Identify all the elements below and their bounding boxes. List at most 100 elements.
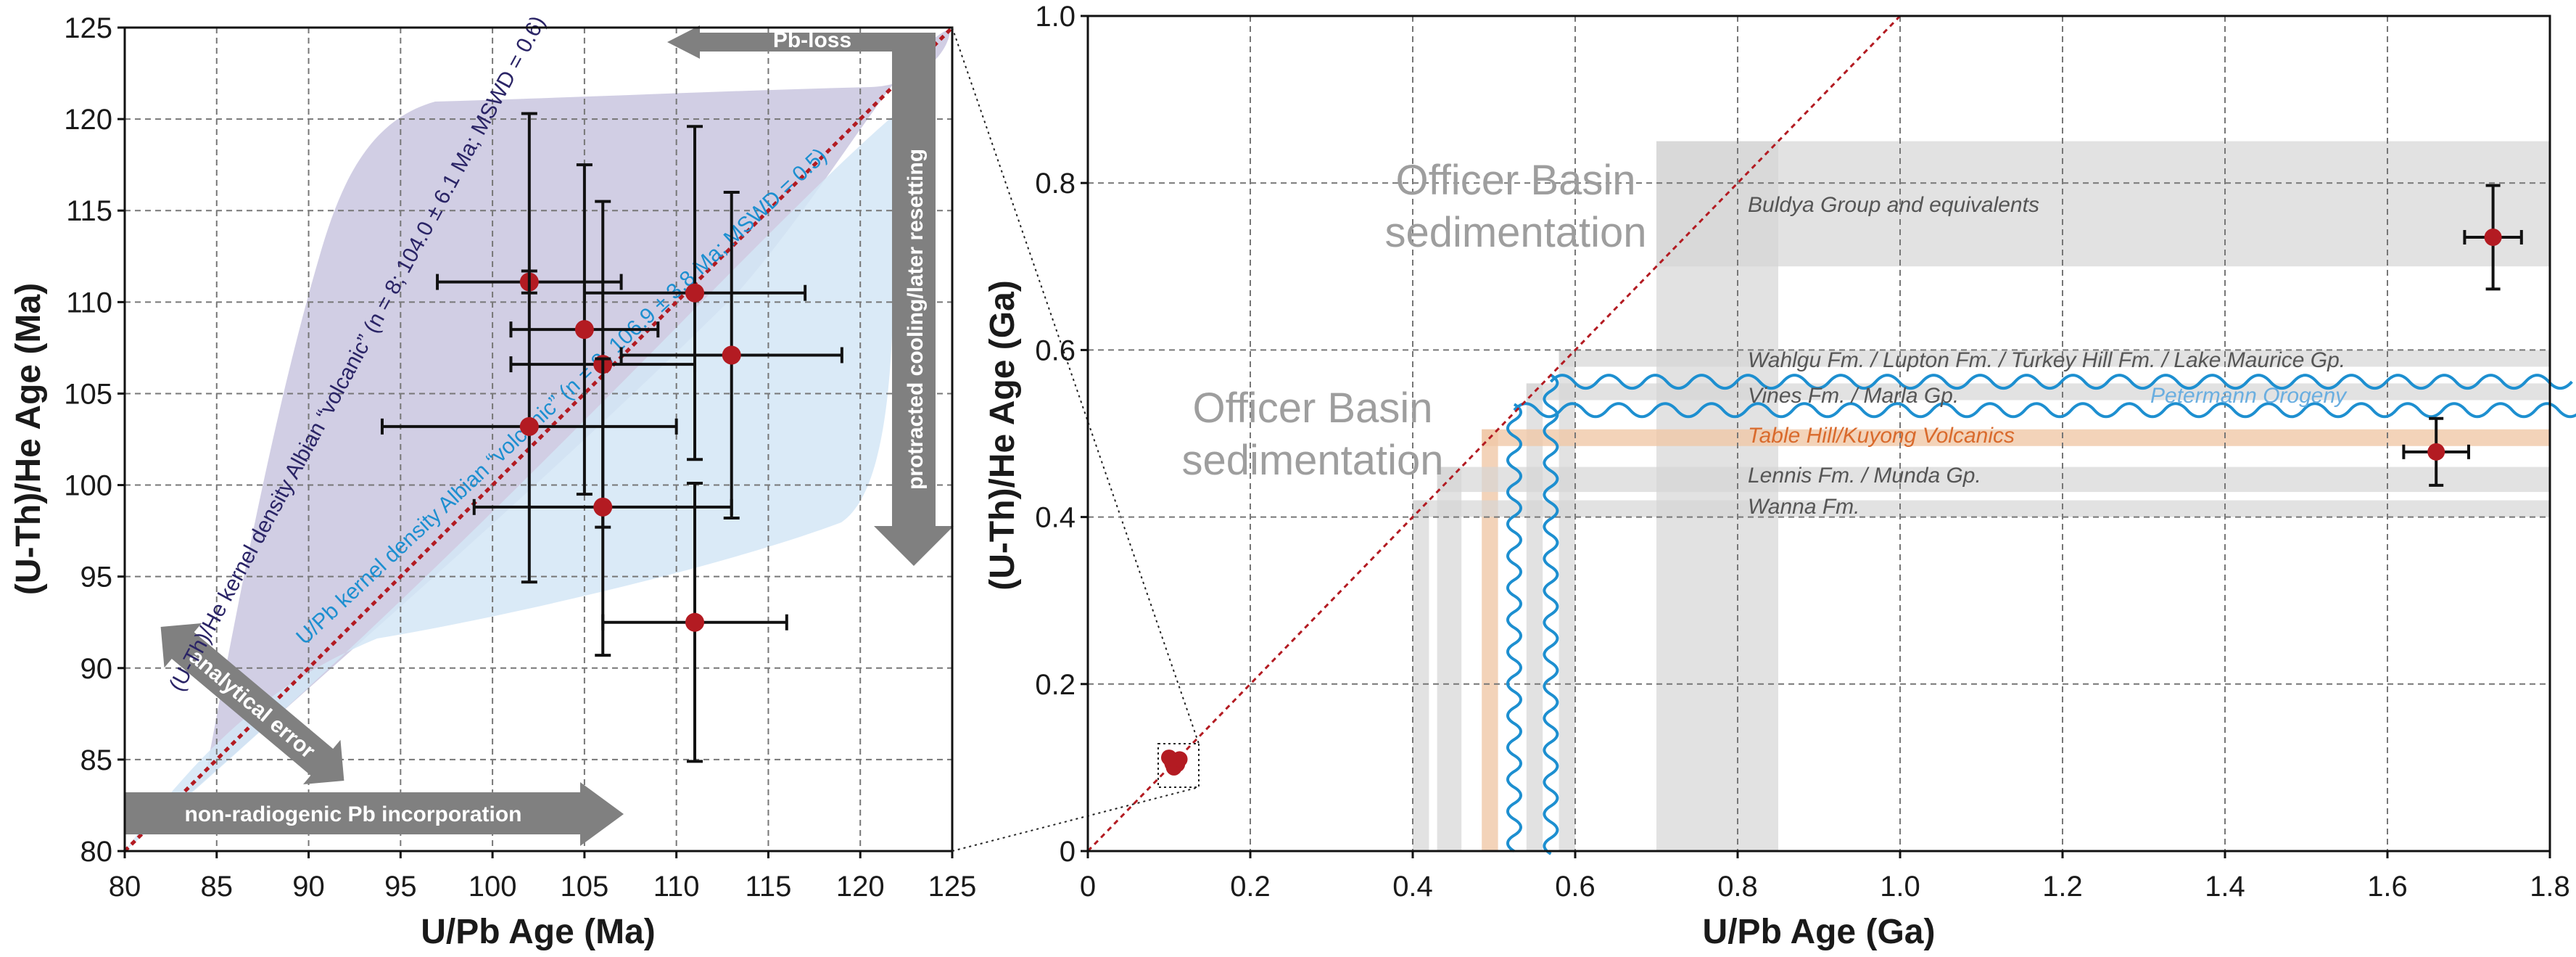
- left-x-tick-label: 110: [653, 871, 700, 903]
- pb-loss-label: Pb-loss: [773, 28, 851, 52]
- left-y-tick-label: 85: [80, 744, 113, 776]
- left-x-tick-label: 115: [746, 871, 792, 903]
- left-y-tick-label: 105: [64, 378, 112, 410]
- unit-band-horizontal: [1437, 467, 2550, 493]
- left-x-axis-label: U/Pb Age (Ma): [421, 913, 656, 951]
- data-point: [574, 320, 594, 340]
- band-gap: [1778, 266, 2550, 350]
- left-x-tick-label: 100: [468, 871, 517, 903]
- data-point: [722, 345, 741, 365]
- left-y-tick-label: 90: [80, 653, 113, 685]
- sedimentation-label-lower: Officer Basin sedimentation: [1181, 385, 1443, 484]
- left-y-tick-label: 100: [64, 470, 112, 502]
- left-x-tick-label: 80: [109, 871, 141, 903]
- right-chart: Officer Basin sedimentation Officer Basi…: [983, 1, 2576, 951]
- left-y-tick-label: 110: [66, 287, 112, 319]
- pb-loss-arrow: Pb-loss: [667, 25, 936, 86]
- orogeny-wave-horizontal: [1549, 374, 2573, 390]
- orogeny-wave-horizontal: [1513, 402, 2576, 419]
- right-y-tick-label: 1.0: [1035, 1, 1076, 33]
- right-x-tick-label: 0.2: [1230, 871, 1271, 903]
- left-y-axis-label: (U-Th)/He Age (Ma): [9, 283, 48, 595]
- unit-label-lennis: Lennis Fm. / Munda Gp.: [1748, 464, 1981, 488]
- unit-band-horizontal: [1559, 350, 2550, 367]
- unit-band-vertical: [1559, 350, 1575, 851]
- left-x-tick-label: 90: [292, 871, 325, 903]
- unit-band-horizontal: [1526, 383, 2550, 401]
- data-point: [2427, 443, 2445, 461]
- nonradiogenic-arrow: non-radiogenic Pb incorporation: [125, 782, 624, 846]
- unit-label-buldya: Buldya Group and equivalents: [1748, 193, 2039, 217]
- right-x-tick-label: 1.4: [2205, 871, 2245, 903]
- data-point: [593, 497, 613, 517]
- unit-bands: [1413, 141, 2550, 851]
- left-axes-frame: [123, 26, 954, 853]
- sedimentation-label-upper: Officer Basin sedimentation: [1384, 157, 1646, 256]
- right-x-tick-label: 0.8: [1717, 871, 1758, 903]
- svg-text:Officer Basin: Officer Basin: [1396, 157, 1636, 204]
- unit-band-horizontal: [1413, 500, 2550, 517]
- left-x-tick-label: 105: [561, 871, 609, 903]
- data-point: [519, 416, 539, 436]
- left-x-tick-label: 125: [928, 871, 977, 903]
- right-grid: [1088, 16, 2550, 851]
- left-y-tick-label: 115: [66, 195, 112, 227]
- left-y-tick-label: 80: [80, 836, 113, 868]
- right-x-tick-label: 1.8: [2530, 871, 2570, 903]
- left-chart: Pb-loss protracted cooling/later resetti…: [9, 12, 976, 951]
- svg-text:Officer Basin: Officer Basin: [1193, 385, 1433, 432]
- zoom-box: [1157, 743, 1200, 788]
- right-x-axis-label: U/Pb Age (Ga): [1703, 913, 1936, 951]
- right-x-tick-label: 1.2: [2042, 871, 2083, 903]
- zoom-connector-top: [951, 27, 1200, 744]
- cluster-point: [1161, 749, 1177, 766]
- right-y-axis-label: (U-Th)/He Age (Ga): [983, 280, 1022, 591]
- nonradiogenic-label: non-radiogenic Pb incorporation: [185, 802, 522, 826]
- right-x-tick-label: 1.0: [1880, 871, 1920, 903]
- left-y-tick-label: 120: [64, 104, 112, 136]
- left-tick-labels: 80 85 90 95 100 105 110 115 120 125 80 85 90 95 100 105…: [64, 12, 976, 903]
- svg-text:sedimentation: sedimentation: [1384, 209, 1646, 256]
- left-x-tick-label: 95: [384, 871, 417, 903]
- right-tick-labels: 0 0.2 0.4 0.6 0.8 1.0 1.2 1.4 1.6 1.8 0 0.2 0.4 0.6 0.…: [1035, 1, 2569, 903]
- right-y-tick-label: 0.8: [1035, 168, 1076, 200]
- right-x-tick-label: 0.4: [1392, 871, 1433, 903]
- upb-kde-area: [125, 102, 910, 851]
- svg-text:sedimentation: sedimentation: [1181, 437, 1443, 484]
- data-point: [685, 283, 705, 303]
- right-y-tick-label: 0: [1060, 836, 1076, 868]
- uthhe-kde-area: [125, 29, 950, 851]
- left-grid: [125, 28, 952, 851]
- orogeny-wave-vertical: [1543, 374, 1559, 855]
- unit-band-vertical: [1437, 467, 1462, 851]
- left-y-tick-label: 125: [64, 12, 112, 44]
- unit-band-horizontal: [1482, 429, 2550, 446]
- unit-band-horizontal: [1656, 141, 2550, 267]
- left-x-tick-label: 85: [201, 871, 234, 903]
- orogeny-wave-vertical: [1506, 403, 1522, 853]
- unit-band-vertical: [1526, 383, 1543, 851]
- zoom-connector-bottom: [951, 786, 1200, 852]
- unit-label-table-hill: Table Hill/Kuyong Volcanics: [1748, 424, 2015, 448]
- orogeny-label: Petermann Orogeny: [2150, 384, 2348, 408]
- right-points: [1161, 184, 2523, 776]
- data-point: [2484, 229, 2502, 247]
- cooling-arrow: protracted cooling/later resetting: [874, 51, 954, 566]
- one-to-one-line: [123, 26, 954, 853]
- unit-label-wahlgu: Wahlgu Fm. / Lupton Fm. / Turkey Hill Fm…: [1748, 348, 2345, 372]
- right-x-tick-label: 0: [1080, 871, 1096, 903]
- right-y-tick-label: 0.4: [1035, 502, 1076, 534]
- right-x-tick-label: 0.6: [1555, 871, 1595, 903]
- unit-band-vertical: [1482, 429, 1498, 851]
- right-x-tick-label: 1.6: [2367, 871, 2408, 903]
- left-y-tick-label: 95: [80, 562, 113, 593]
- cooling-label: protracted cooling/later resetting: [904, 149, 928, 490]
- right-y-tick-label: 0.2: [1035, 669, 1076, 701]
- right-axes-frame: [1086, 15, 2551, 853]
- petermann-orogeny-lines: [1506, 374, 2576, 855]
- unit-band-vertical: [1413, 500, 1429, 851]
- left-points: [380, 112, 843, 763]
- data-point: [685, 612, 705, 632]
- right-y-tick-label: 0.6: [1035, 334, 1076, 366]
